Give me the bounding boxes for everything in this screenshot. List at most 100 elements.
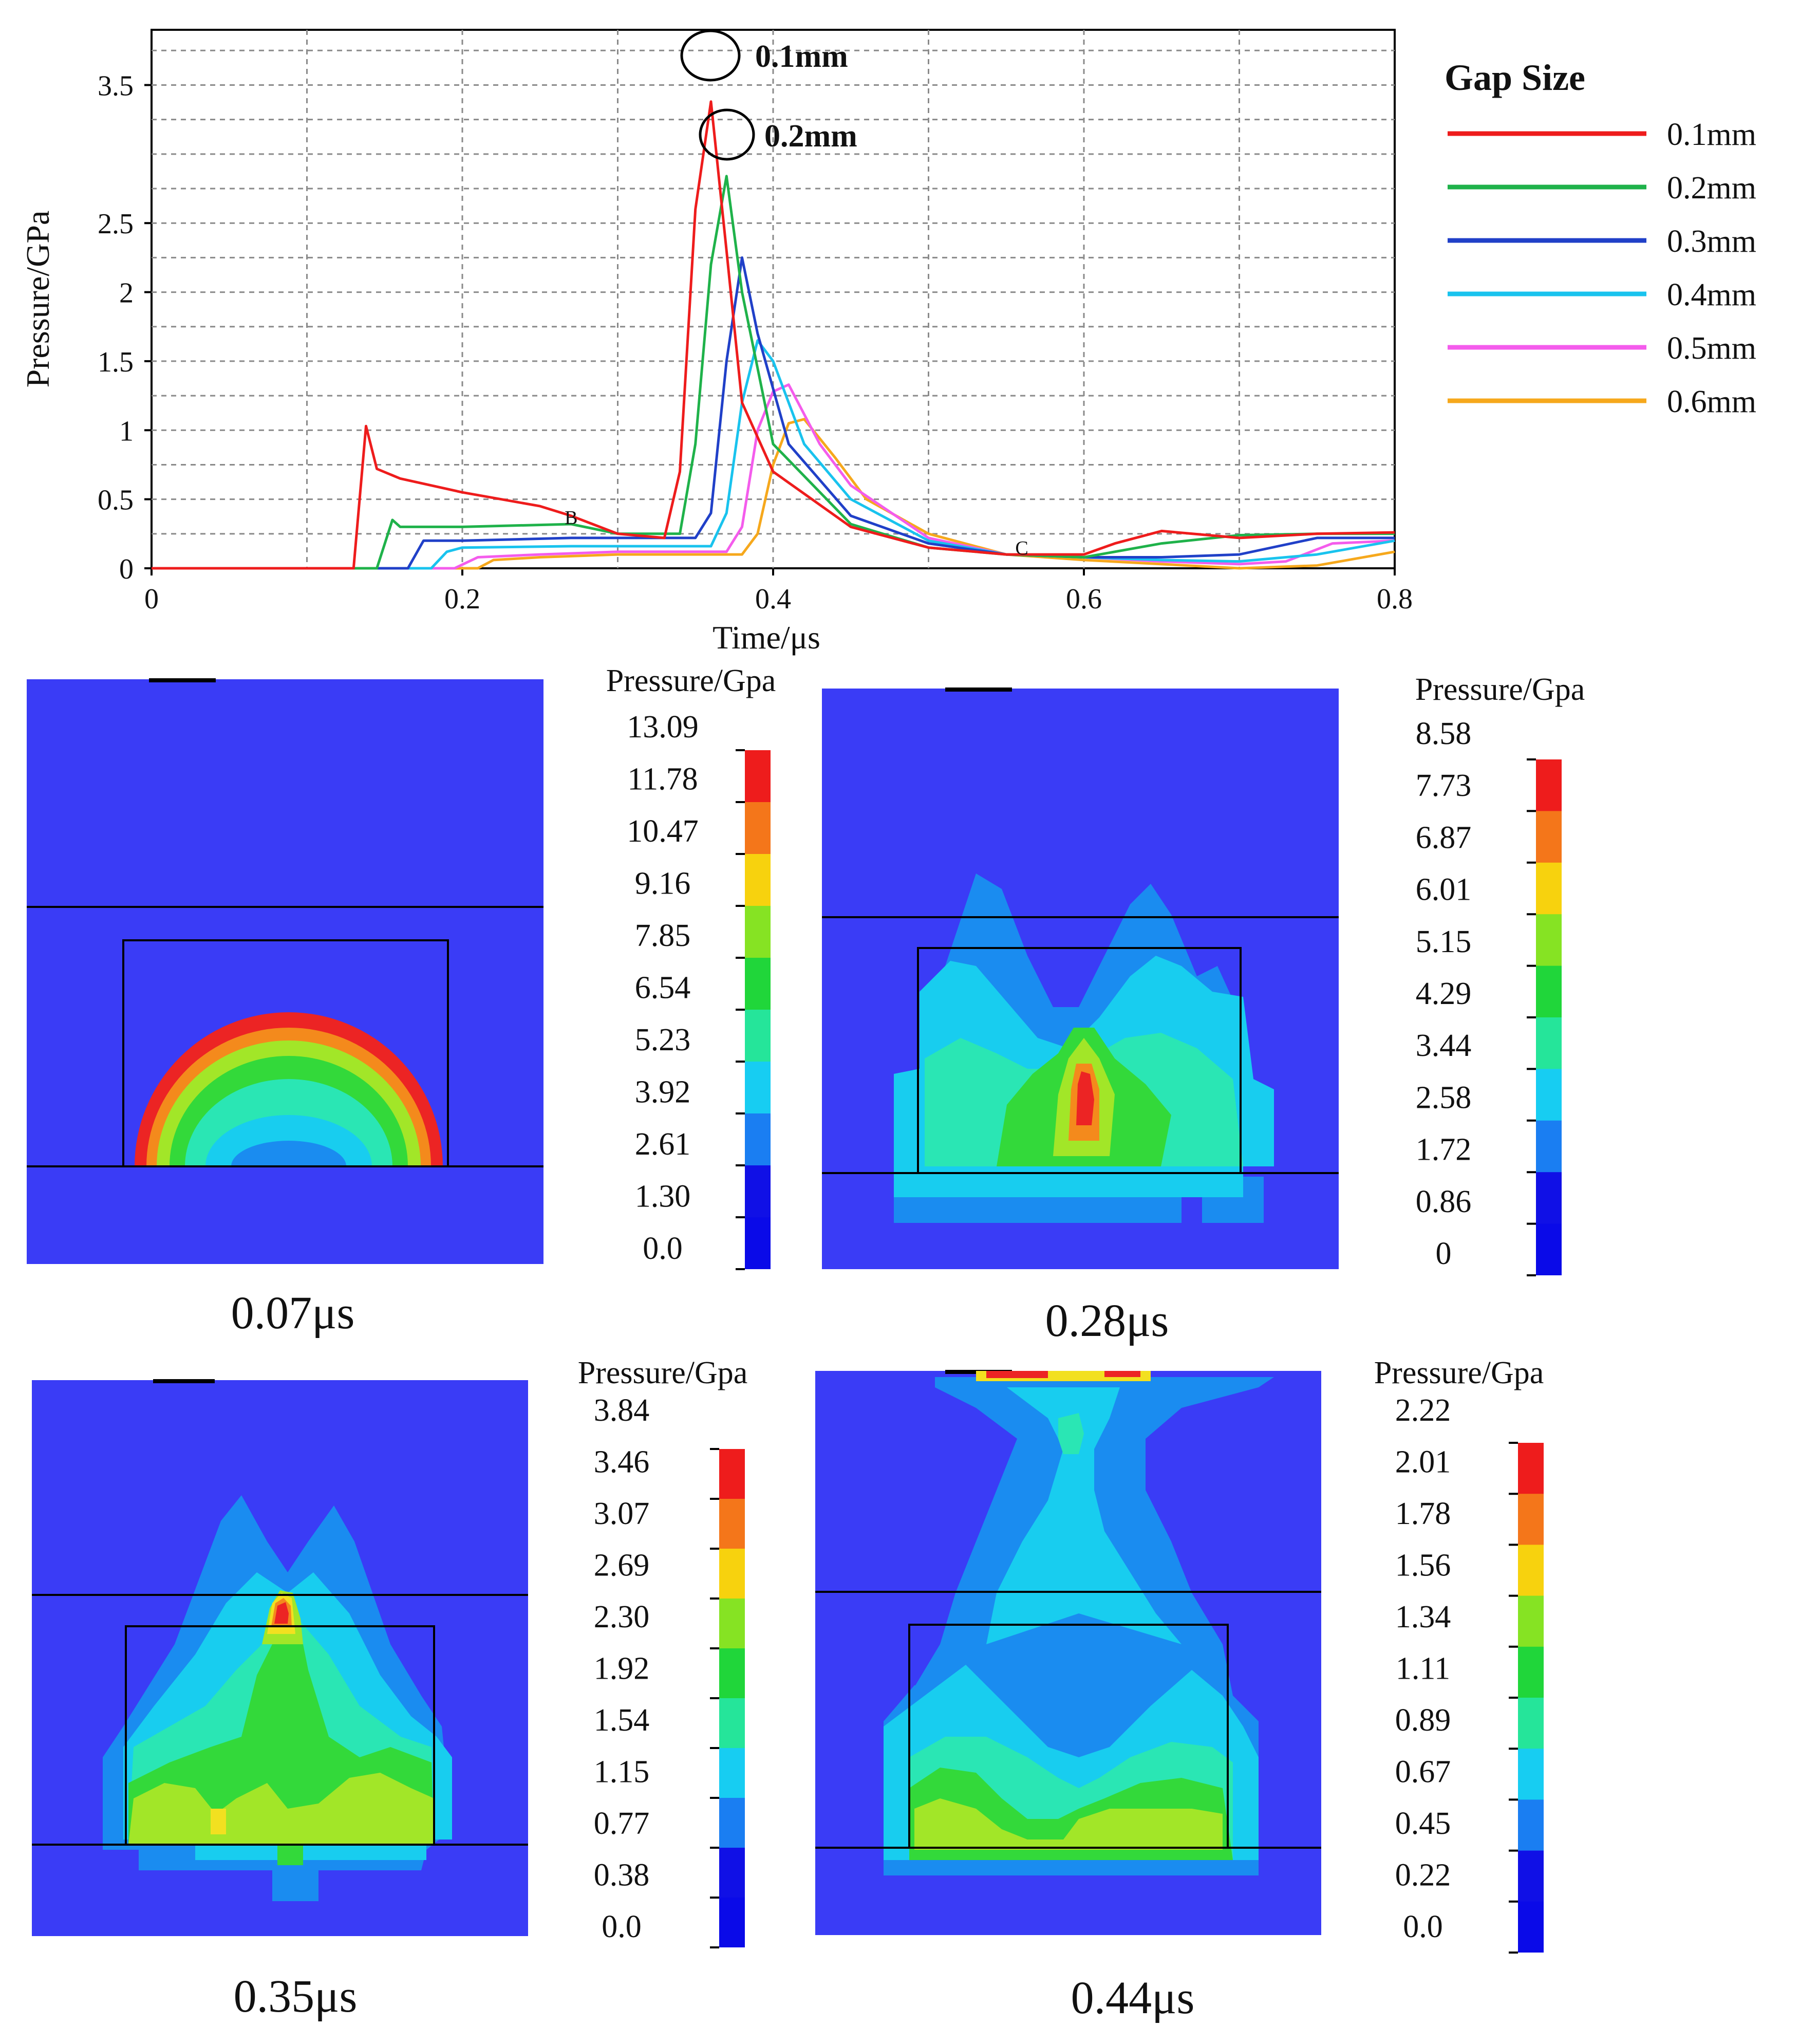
surface-red-strip-2 — [1104, 1371, 1140, 1377]
peak-label-0.2mm: 0.2mm — [764, 119, 857, 154]
colorbar-value: 2.01 — [1395, 1445, 1451, 1480]
legend-label-0.6mm: 0.6mm — [1667, 384, 1756, 419]
colorbar-swatch — [1536, 1172, 1562, 1224]
colorbar-swatch — [719, 1599, 745, 1649]
contour-panel-0.35us: 0.35μs — [32, 1379, 528, 2022]
colorbar-swatch — [1518, 1595, 1544, 1647]
colorbar-swatch — [1536, 862, 1562, 915]
series-line-0.1mm — [152, 100, 1395, 570]
top-marker — [945, 687, 1012, 692]
colorbar-swatch — [719, 1698, 745, 1749]
contour-panel-0.28us: 0.28μs — [822, 687, 1339, 1346]
contour-spot-yellow — [211, 1809, 226, 1834]
colorbar-value: 0.86 — [1416, 1184, 1472, 1219]
colorbar-swatch — [719, 1848, 745, 1898]
colorbar-swatch — [745, 1113, 771, 1166]
colorbar-value: 0.0 — [1403, 1909, 1443, 1944]
colorbar-swatch — [719, 1648, 745, 1699]
peak-circle-0.1mm — [680, 29, 741, 82]
colorbar-swatch — [719, 1898, 745, 1947]
colorbar-swatch — [719, 1549, 745, 1599]
colorbar-value: 0.77 — [594, 1806, 650, 1841]
x-axis-label: Time/μs — [713, 619, 820, 656]
colorbar-value: 6.87 — [1416, 820, 1472, 855]
colorbar-0.28us: Pressure/Gpa 8.58 7.73 6.87 6.01 5.15 4.29 3.44… — [1415, 672, 1585, 1276]
colorbar-value: 1.72 — [1416, 1132, 1472, 1167]
colorbar-swatch — [1518, 1545, 1544, 1596]
colorbar-swatch — [1536, 1120, 1562, 1173]
colorbar-title: Pressure/Gpa — [1374, 1355, 1544, 1390]
y-axis-label: Pressure/GPa — [20, 211, 56, 388]
colorbar-value: 10.47 — [627, 814, 699, 849]
panel-time-label: 0.35μs — [234, 1971, 358, 2022]
contour-red — [1076, 1071, 1094, 1125]
colorbar-title: Pressure/Gpa — [1415, 672, 1585, 707]
pressure-time-chart: 0 0.2 0.4 0.6 0.800.511.522.53.5 BC 0.1mm 0.… — [20, 29, 1756, 656]
colorbar-swatch — [1518, 1799, 1544, 1851]
x-tick-label: 0.4 — [755, 583, 791, 615]
colorbar-swatch — [719, 1499, 745, 1549]
colorbar-value: 7.73 — [1416, 768, 1472, 803]
colorbar-value: 9.16 — [635, 866, 691, 901]
colorbar-value: 2.22 — [1395, 1393, 1451, 1428]
colorbar-swatch — [745, 854, 771, 906]
colorbar-value: 5.15 — [1416, 924, 1472, 959]
colorbar-swatch — [719, 1449, 745, 1499]
colorbar-swatch — [1536, 914, 1562, 967]
contour-core-red — [274, 1602, 289, 1624]
top-marker — [153, 1379, 215, 1383]
legend-label-0.2mm: 0.2mm — [1667, 171, 1756, 206]
colorbar-swatch — [1536, 759, 1562, 812]
series-line-0.5mm — [152, 383, 1395, 570]
colorbar-swatch — [1536, 965, 1562, 1018]
peak-label-0.1mm: 0.1mm — [755, 39, 848, 74]
contour-plume-aqua — [1058, 1413, 1084, 1454]
contour-plume-cyan — [986, 1387, 1182, 1644]
colorbar-value: 0 — [1436, 1236, 1452, 1271]
colorbar-swatch — [745, 1062, 771, 1114]
colorbar-value: 13.09 — [627, 710, 699, 745]
contour-panel-0.44us: 0.44μs — [815, 1370, 1321, 2023]
x-tick-label: 0.6 — [1066, 583, 1102, 615]
colorbar-swatch — [745, 750, 771, 803]
panel-time-label: 0.07μs — [231, 1288, 355, 1339]
legend-label-0.1mm: 0.1mm — [1667, 117, 1756, 152]
colorbar-value: 0.38 — [594, 1858, 650, 1893]
colorbar-value: 2.69 — [594, 1548, 650, 1583]
colorbar-swatch — [1518, 1901, 1544, 1953]
contour-spot-green — [277, 1845, 303, 1865]
contour-lower-yellowgreen — [914, 1798, 1223, 1850]
series-line-0.3mm — [152, 256, 1395, 570]
colorbar-swatch — [745, 958, 771, 1010]
colorbar-value: 1.11 — [1396, 1651, 1450, 1686]
y-tick-label: 2 — [119, 277, 134, 309]
y-tick-label: 0 — [119, 553, 134, 585]
chart-ticks: 0 0.2 0.4 0.6 0.8 0 0.5 1 1.5 2 2.5 3.5 — [98, 70, 1413, 615]
colorbar-value: 1.30 — [635, 1179, 691, 1214]
contour-panel-0.07us: 0.07μs — [27, 678, 543, 1339]
contour-yellowgreen — [128, 1773, 434, 1845]
panel-time-label: 0.44μs — [1071, 1973, 1195, 2023]
colorbar-value: 0.0 — [643, 1231, 683, 1266]
colorbar-value: 1.15 — [594, 1755, 650, 1790]
colorbar-value: 3.84 — [594, 1393, 650, 1428]
colorbar-value: 0.45 — [1395, 1806, 1451, 1841]
legend-title: Gap Size — [1445, 57, 1585, 98]
colorbar-value: 1.92 — [594, 1651, 650, 1686]
colorbar-value: 4.29 — [1416, 976, 1472, 1011]
chart-point-labels: BC — [565, 507, 1028, 559]
top-marker — [149, 678, 216, 682]
y-tick-label: 0.5 — [98, 485, 134, 516]
peak-circle-0.2mm — [699, 108, 755, 161]
colorbar-swatch — [719, 1748, 745, 1798]
charge-outline — [917, 947, 1242, 1174]
colorbar-value: 1.56 — [1395, 1548, 1451, 1583]
colorbar-swatch — [1518, 1698, 1544, 1750]
colorbar-value: 2.58 — [1416, 1080, 1472, 1115]
colorbar-value: 1.34 — [1395, 1600, 1451, 1634]
point-label-B: B — [565, 507, 577, 529]
chart-series — [152, 100, 1395, 570]
chart-grid — [152, 30, 1395, 568]
colorbar-value: 1.54 — [594, 1703, 650, 1738]
colorbar-value: 8.58 — [1416, 716, 1472, 751]
